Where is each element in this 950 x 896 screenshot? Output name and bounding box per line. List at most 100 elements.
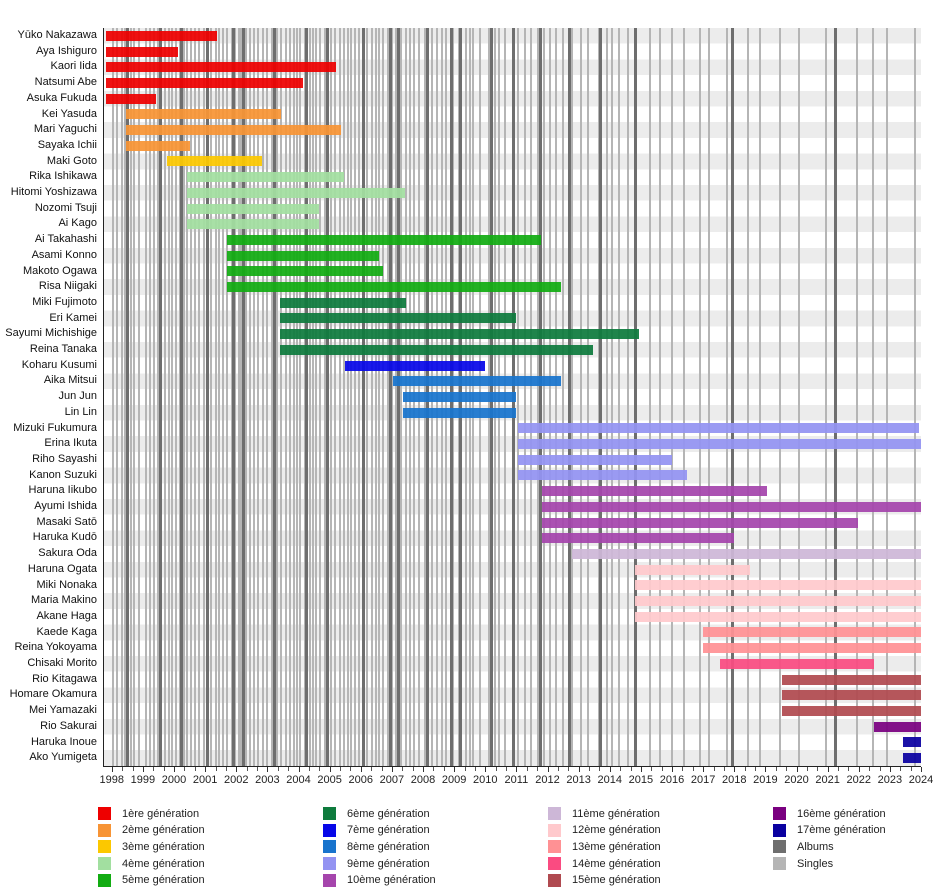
timeline-bar xyxy=(782,690,921,701)
release-stripe-single xyxy=(133,28,136,766)
release-stripe-single xyxy=(120,28,123,766)
legend-swatch xyxy=(773,857,786,871)
legend-label: 14ème génération xyxy=(572,857,661,870)
release-stripe-album xyxy=(362,28,366,766)
release-stripe-single xyxy=(309,28,312,766)
minor-tick xyxy=(257,767,259,772)
release-stripe-single xyxy=(312,28,315,766)
member-name-label: Chisaki Morito xyxy=(27,657,97,669)
release-stripe-single xyxy=(253,28,256,766)
minor-tick xyxy=(381,767,383,772)
timeline-bar xyxy=(279,344,593,355)
member-name-label: Reina Yokoyama xyxy=(14,641,97,654)
release-stripe-single xyxy=(271,28,274,766)
member-name-label: Mari Yaguchi xyxy=(33,123,97,136)
member-name-label: Rio Kitagawa xyxy=(32,672,97,685)
release-stripe-single xyxy=(319,28,322,766)
release-stripe-single xyxy=(516,28,519,766)
minor-tick xyxy=(682,767,684,772)
legend-label: Albums xyxy=(797,840,834,853)
release-stripe-single xyxy=(659,28,662,766)
minor-tick xyxy=(900,767,902,772)
minor-tick xyxy=(713,767,715,772)
release-stripe-single xyxy=(148,28,151,766)
timeline-bar xyxy=(106,62,336,73)
minor-tick xyxy=(319,767,321,772)
legend-label: 9ème génération xyxy=(347,857,430,870)
timeline-bar xyxy=(572,548,921,559)
timeline-bar xyxy=(634,580,921,591)
release-stripe-album xyxy=(388,28,392,766)
release-stripe-single xyxy=(649,28,652,766)
year-tick xyxy=(734,767,736,773)
year-tick xyxy=(547,767,549,773)
member-name-label: Asuka Fukuda xyxy=(26,91,97,104)
legend-label: 1ère génération xyxy=(122,807,200,820)
year-label: 2007 xyxy=(379,774,405,787)
release-stripe-single xyxy=(175,28,178,766)
timeline-bar xyxy=(167,156,262,167)
release-stripe-single xyxy=(130,28,133,766)
release-stripe-single xyxy=(350,28,353,766)
timeline-bar xyxy=(187,203,319,214)
legend-label: 5ème génération xyxy=(122,874,205,887)
release-stripe-album xyxy=(634,28,638,766)
timeline-bar xyxy=(541,533,735,544)
timeline-bar xyxy=(541,517,858,528)
minor-tick xyxy=(806,767,808,772)
member-name-label: Aya Ishiguro xyxy=(36,44,97,57)
year-tick xyxy=(609,767,611,773)
legend-label: 8ème génération xyxy=(347,840,430,853)
minor-tick xyxy=(910,767,912,772)
release-stripe-single xyxy=(330,28,333,766)
member-name-label: Kaede Kaga xyxy=(36,625,97,638)
member-name-label: Nozomi Tsuji xyxy=(34,201,97,214)
legend-swatch xyxy=(98,807,111,820)
timeline-bar xyxy=(106,30,217,41)
member-name-label: Makoto Ogawa xyxy=(23,264,97,277)
minor-tick xyxy=(869,767,871,772)
member-name-label: Maki Goto xyxy=(46,154,97,167)
release-stripe-single xyxy=(370,28,373,766)
release-stripe-single xyxy=(365,28,368,766)
year-tick xyxy=(205,767,207,773)
member-name-label: Haruna Iikubo xyxy=(28,484,98,497)
year-label: 2016 xyxy=(659,774,685,787)
chart-plot xyxy=(104,28,921,766)
year-label: 2004 xyxy=(286,774,311,787)
legend-label: 7ème génération xyxy=(347,824,430,837)
year-label: 2024 xyxy=(908,774,934,787)
timeline-bar xyxy=(517,470,687,481)
release-stripe-single xyxy=(197,28,200,766)
legend-label: 12ème génération xyxy=(572,824,661,837)
release-stripe-album xyxy=(231,28,235,766)
minor-tick xyxy=(277,767,279,772)
release-stripe-album xyxy=(397,28,401,766)
release-stripe-single xyxy=(871,28,874,766)
legend-swatch xyxy=(98,873,111,887)
minor-tick xyxy=(723,767,725,772)
legend-swatch xyxy=(773,823,786,837)
release-stripe-single xyxy=(288,28,291,766)
release-stripe-single xyxy=(295,28,298,766)
legend-label: 15ème génération xyxy=(572,874,661,887)
release-stripe-single xyxy=(378,28,381,766)
release-stripe-single xyxy=(778,28,781,766)
release-stripe-album xyxy=(598,28,602,766)
member-name-label: Haruka Inoue xyxy=(30,735,97,748)
release-stripe-single xyxy=(562,28,565,766)
year-tick xyxy=(423,767,425,773)
year-label: 2000 xyxy=(161,774,187,787)
x-axis-line xyxy=(102,765,921,768)
year-label: 2021 xyxy=(815,774,840,787)
year-tick xyxy=(391,767,393,773)
legend-swatch xyxy=(548,857,561,871)
legend-swatch xyxy=(98,823,111,837)
release-stripe-album xyxy=(159,28,163,766)
legend-swatch xyxy=(548,873,561,887)
timeline-bar xyxy=(541,486,767,497)
minor-tick xyxy=(755,767,756,772)
member-name-label: Kanon Suzuki xyxy=(29,468,97,481)
release-stripe-single xyxy=(670,28,673,766)
